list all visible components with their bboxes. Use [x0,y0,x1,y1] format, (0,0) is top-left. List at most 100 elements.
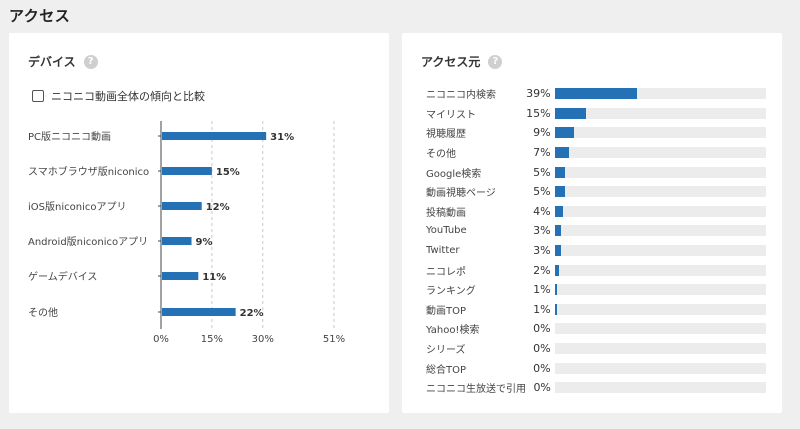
access-source-bar-track [554,205,766,217]
access-source-percent: 1% [533,283,551,297]
data-label: 15% [216,167,240,178]
access-source-percent: 0% [533,381,551,395]
category-label: その他 [28,306,58,319]
x-tick-label: 30% [252,334,274,345]
access-source-percent: 0% [533,322,551,336]
device-title-text: デバイス [28,55,76,69]
category-label: ゲームデバイス [28,270,97,283]
help-icon[interactable]: ? [488,54,503,69]
access-source-row: ランキング 1% [426,280,766,300]
access-source-percent: 4% [533,204,551,218]
access-source-row: ニコニコ内検索 39% [426,84,766,104]
access-source-bar [554,264,559,276]
device-bar [162,308,236,316]
access-source-row: ニコレポ 2% [426,260,766,280]
access-source-bar [554,107,587,119]
access-source-percent: 9% [533,126,551,140]
access-source-bar [554,166,566,178]
x-tick-label: 0% [153,334,169,345]
help-icon[interactable]: ? [83,54,98,69]
access-source-row: 投稿動画 4% [426,202,766,222]
access-source-bar [554,88,638,100]
access-source-bar-track [554,147,766,159]
access-source-percent: 7% [533,146,551,160]
data-label: 22% [240,308,264,319]
access-source-bar-track [554,323,766,335]
data-label: 11% [202,272,226,283]
access-source-row: 動画TOP 1% [426,300,766,320]
access-source-percent: 3% [533,224,551,238]
access-source-percent: 39% [526,87,551,101]
device-card: デバイス ? ニコニコ動画全体の傾向と比較 0% 15% 30% 51% PC版ニコニコ… [9,33,389,413]
access-source-bar [554,205,564,217]
access-source-percent: 5% [533,185,551,199]
access-source-bar-track [554,382,766,394]
access-source-label: 動画TOP [426,305,467,317]
access-source-label: シリーズ [426,345,466,357]
access-source-label: 総合TOP [426,364,467,376]
access-source-bar [554,147,570,159]
access-source-row: YouTube 3% [426,221,766,241]
access-source-bar-track [554,284,766,296]
compare-label: ニコニコ動画全体の傾向と比較 [51,90,205,103]
access-source-bar-track [554,303,766,315]
category-label: iOS版niconicoアプリ [28,200,126,213]
category-label: PC版ニコニコ動画 [28,130,111,143]
access-source-label: 視聴履歴 [426,129,466,141]
access-source-row: ニコニコ生放送で引用 0% [426,378,766,398]
access-source-bar-track [554,127,766,139]
access-source-row: Twitter 3% [426,241,766,261]
access-source-row: Yahoo!検索 0% [426,319,766,339]
device-bar [162,202,202,210]
x-tick-label: 15% [201,334,223,345]
access-source-label: YouTube [426,225,467,237]
access-source-percent: 0% [533,361,551,375]
compare-checkbox[interactable] [32,90,44,102]
access-source-bar-track [554,107,766,119]
access-source-bar-track [554,166,766,178]
access-source-label: その他 [426,149,456,161]
access-source-bar [554,186,566,198]
access-source-bar-track [554,186,766,198]
access-source-bar [554,225,561,237]
access-source-label: ニコニコ内検索 [426,90,496,102]
access-source-label: 動画視聴ページ [426,188,496,200]
access-source-bar-track [554,343,766,355]
access-source-label: 投稿動画 [426,207,466,219]
access-source-row: その他 7% [426,143,766,163]
access-source-bar [554,303,557,315]
access-source-bar [554,284,557,296]
device-bar [162,237,192,245]
access-source-bar [554,245,561,257]
device-bar [162,167,212,175]
device-bar [162,272,199,280]
access-source-percent: 5% [533,165,551,179]
access-source-row: シリーズ 0% [426,339,766,359]
access-source-bar [554,127,574,139]
access-source-percent: 3% [533,244,551,258]
access-source-list: ニコニコ内検索 39% マイリスト 15% 視聴履歴 9% その他 7% Google検索 5% 動… [426,84,766,398]
access-source-row: 総合TOP 0% [426,358,766,378]
access-source-label: Yahoo!検索 [426,325,480,337]
access-source-bar-track [554,88,766,100]
data-label: 9% [196,237,213,248]
page-title: アクセス [9,7,71,25]
data-label: 31% [270,132,294,143]
access-source-row: 動画視聴ページ 5% [426,182,766,202]
access-source-label: マイリスト [426,109,476,121]
access-source-row: マイリスト 15% [426,104,766,124]
access-source-label: Google検索 [426,168,482,180]
device-bar [162,132,267,140]
access-source-row: Google検索 5% [426,162,766,182]
compare-toggle[interactable]: ニコニコ動画全体の傾向と比較 [32,88,205,104]
access-source-percent: 1% [533,302,551,316]
device-bar-chart: 0% 15% 30% 51% PC版ニコニコ動画 31% スマホブラウザ版niconico 1… [28,121,345,345]
category-label: Android版niconicoアプリ [28,235,148,248]
data-label: 12% [206,202,230,213]
access-source-card: アクセス元 ? ニコニコ内検索 39% マイリスト 15% 視聴履歴 9% その他 7% Goo… [402,33,782,413]
category-label: スマホブラウザ版niconico [28,165,149,178]
access-source-label: ニコニコ生放送で引用 [426,384,526,396]
access-source-bar-track [554,245,766,257]
access-source-percent: 15% [526,106,551,120]
source-title-text: アクセス元 [421,55,481,69]
